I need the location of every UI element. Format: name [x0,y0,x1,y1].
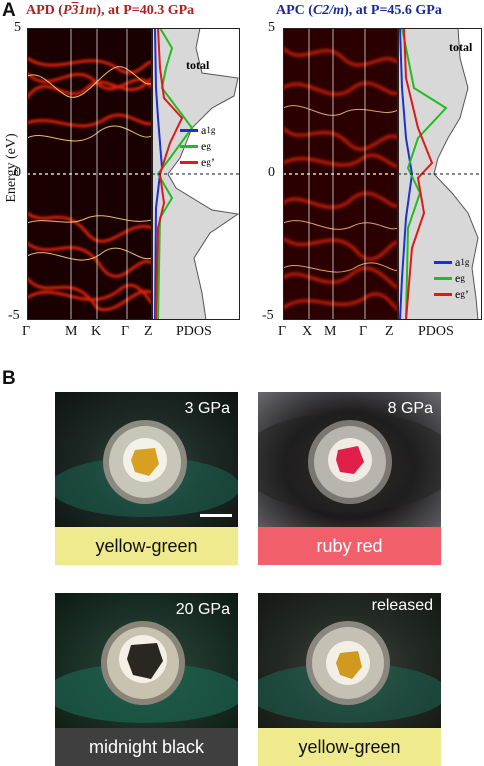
photo-8gpa: 8 GPa [258,392,441,527]
right-k-m: M [324,324,337,339]
legend-line-a1g [180,128,198,132]
sample-8gpa [336,446,364,474]
right-k-x: X [302,324,313,339]
caption-8gpa: ruby red [258,527,441,565]
left-pdos-egp-curve [155,28,184,320]
pressure-label-released: released [371,597,433,614]
legend-sub: 1g [460,257,470,267]
right-total-label: total [449,40,473,54]
caption-released: yellow-green [258,728,441,766]
left-title-rest: 1m [78,3,97,18]
left-title-prefix: APD ( [26,3,63,18]
left-k-gamma-2: Γ [121,324,130,339]
legend-label: e [201,155,207,169]
left-ytick-neg5: -5 [8,308,20,323]
left-total-label: total [186,58,210,72]
diamond-cell-20gpa [55,621,238,723]
right-legend-egp: e g’ [434,286,469,302]
left-k-m: M [65,324,78,339]
left-pdos-plot [152,28,240,320]
left-plot-title: APD (P31m), at P=40.3 GPa [26,3,194,19]
sample-released [336,651,362,679]
left-legend-a1g: a 1g [180,122,215,138]
diamond-cell-released [258,621,441,723]
left-k-k: K [91,324,102,339]
caption-20gpa: midnight black [55,728,238,766]
legend-line-egp [434,292,452,296]
right-ytick-5: 5 [268,20,275,35]
left-k-gamma-1: Γ [22,324,31,339]
right-pdos-eg-curve [401,28,448,320]
right-plot-title: APC (C2/m), at P=45.6 GPa [276,3,442,19]
legend-sup: ’ [464,287,469,301]
panel-letter-b: B [2,368,16,389]
right-title-symmetry: C2/m [312,3,345,18]
left-ytick-0: 0 [14,165,21,180]
right-band-structure [283,28,398,320]
panel-letter-a: A [2,0,16,21]
legend-sub: 1g [206,125,216,135]
legend-line-egp [180,160,198,164]
photo-3gpa: 3 GPa [55,392,238,527]
right-legend-a1g: a 1g [434,254,469,270]
right-k-gamma-2: Γ [359,324,368,339]
legend-label: a [201,123,207,137]
right-title-suffix: ), at P=45.6 GPa [344,3,442,18]
legend-line-eg [180,144,198,148]
photo-20gpa: 20 GPa [55,593,238,728]
legend-line-a1g [434,260,452,264]
legend-line-eg [434,276,452,280]
left-title-symmetry: P [62,3,72,18]
caption-3gpa: yellow-green [55,527,238,565]
legend-label: e [201,139,207,153]
legend-sup: ’ [210,155,215,169]
right-title-prefix: APC ( [276,3,313,18]
pressure-label-20gpa: 20 GPa [175,601,230,618]
legend-label: e [455,287,461,301]
legend-sub: g [206,157,211,167]
right-pdos-egp-curve [403,28,434,320]
legend-label: e [455,271,461,285]
right-k-z: Z [385,324,394,339]
pressure-label-3gpa: 3 GPa [184,400,230,417]
scale-bar [200,514,232,517]
left-title-suffix: ), at P=40.3 GPa [96,3,195,18]
left-band-structure [27,28,152,320]
sample-3gpa [131,448,159,476]
sample-20gpa [127,643,163,679]
legend-label: a [455,255,461,269]
left-ytick-5: 5 [14,20,21,35]
right-pdos-plot [398,28,482,320]
right-k-gamma-1: Γ [278,324,287,339]
legend-sub: g [460,273,465,283]
right-ytick-neg5: -5 [262,308,274,323]
legend-sub: g [460,289,465,299]
diamond-cell-3gpa [55,420,238,517]
diamond-cell-8gpa [258,412,441,512]
right-pdos-label: PDOS [418,324,454,339]
legend-sub: g [206,141,211,151]
left-pdos-eg-curve [156,28,194,320]
left-pdos-label: PDOS [176,324,212,339]
right-ytick-0: 0 [268,165,275,180]
left-title-bar: 3 [71,3,79,18]
left-legend-egp: e g’ [180,154,215,170]
left-k-z: Z [144,324,153,339]
pressure-label-8gpa: 8 GPa [387,400,433,417]
photo-released: released [258,593,441,728]
